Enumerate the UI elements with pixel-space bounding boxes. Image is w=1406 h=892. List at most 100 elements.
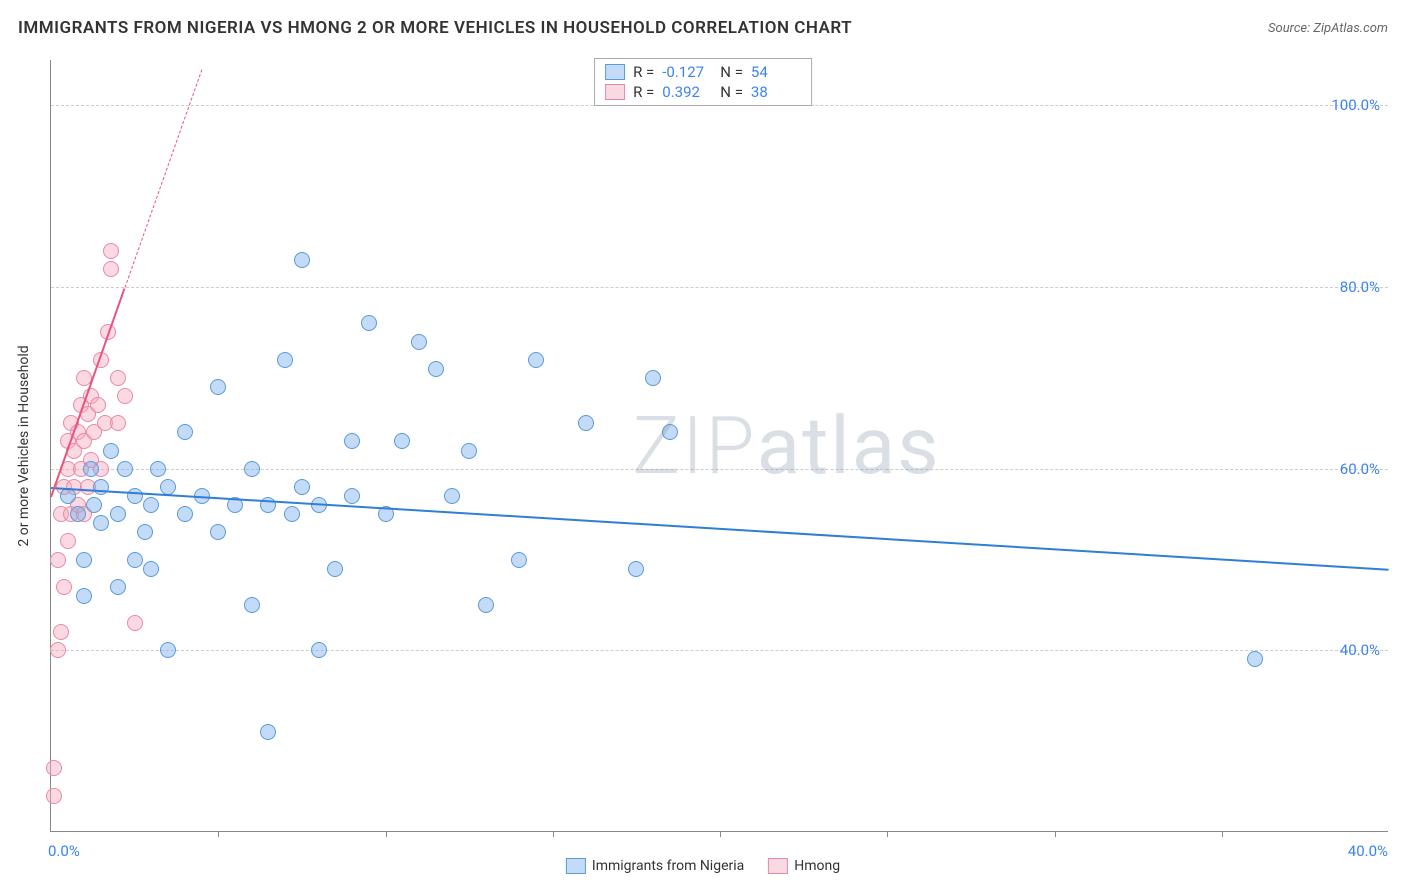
data-point: [260, 724, 276, 740]
gridline: [51, 650, 1388, 651]
legend-row: R = 0.392 N = 38: [605, 83, 801, 101]
data-point: [578, 415, 594, 431]
data-point: [60, 533, 76, 549]
x-tick: [887, 831, 888, 837]
x-tick: [553, 831, 554, 837]
legend-n-label: N =: [720, 83, 743, 101]
data-point: [46, 760, 62, 776]
data-point: [645, 370, 661, 386]
legend-r-value: 0.392: [662, 83, 712, 101]
data-point: [478, 597, 494, 613]
chart-title: IMMIGRANTS FROM NIGERIA VS HMONG 2 OR MO…: [18, 18, 852, 38]
data-point: [1247, 651, 1263, 667]
x-tick: [218, 831, 219, 837]
data-point: [344, 488, 360, 504]
data-point: [83, 461, 99, 477]
data-point: [143, 561, 159, 577]
chart-source: Source: ZipAtlas.com: [1268, 21, 1388, 36]
data-point: [177, 424, 193, 440]
x-tick-label-left: 0.0%: [48, 842, 80, 860]
data-point: [361, 315, 377, 331]
y-axis-label: 2 or more Vehicles in Household: [16, 345, 32, 546]
data-point: [294, 479, 310, 495]
legend-label: Hmong: [794, 858, 840, 874]
legend-n-value: 54: [751, 63, 801, 81]
data-point: [327, 561, 343, 577]
data-point: [662, 424, 678, 440]
data-point: [394, 433, 410, 449]
y-tick-label: 100.0%: [1331, 96, 1380, 114]
chart-plot-area: ZIPatlas 40.0%60.0%80.0%100.0%: [50, 60, 1388, 832]
data-point: [53, 624, 69, 640]
data-point: [70, 506, 86, 522]
data-point: [150, 461, 166, 477]
data-point: [528, 352, 544, 368]
correlation-legend: R = -0.127 N = 54 R = 0.392 N = 38: [594, 58, 812, 106]
data-point: [110, 415, 126, 431]
data-point: [344, 433, 360, 449]
data-point: [210, 379, 226, 395]
y-tick-label: 80.0%: [1340, 278, 1380, 296]
series-legend: Immigrants from Nigeria Hmong: [566, 858, 840, 874]
data-point: [93, 515, 109, 531]
legend-r-label: R =: [633, 83, 654, 101]
data-point: [177, 506, 193, 522]
data-point: [103, 243, 119, 259]
legend-swatch: [605, 84, 625, 100]
data-point: [461, 443, 477, 459]
data-point: [127, 552, 143, 568]
data-point: [511, 552, 527, 568]
data-point: [76, 552, 92, 568]
data-point: [160, 479, 176, 495]
legend-label: Immigrants from Nigeria: [592, 858, 744, 874]
legend-item: Immigrants from Nigeria: [566, 858, 744, 874]
trend-line-extension: [124, 69, 202, 287]
data-point: [50, 552, 66, 568]
data-point: [277, 352, 293, 368]
data-point: [76, 588, 92, 604]
gridline: [51, 287, 1388, 288]
x-tick: [386, 831, 387, 837]
data-point: [127, 615, 143, 631]
data-point: [90, 397, 106, 413]
legend-row: R = -0.127 N = 54: [605, 63, 801, 81]
data-point: [46, 788, 62, 804]
data-point: [444, 488, 460, 504]
data-point: [103, 261, 119, 277]
data-point: [160, 642, 176, 658]
legend-n-value: 38: [751, 83, 801, 101]
data-point: [110, 506, 126, 522]
data-point: [137, 524, 153, 540]
legend-swatch: [605, 64, 625, 80]
data-point: [628, 561, 644, 577]
legend-swatch: [566, 858, 586, 874]
data-point: [294, 252, 310, 268]
data-point: [110, 579, 126, 595]
data-point: [411, 334, 427, 350]
legend-swatch: [768, 858, 788, 874]
trend-line: [51, 487, 1389, 571]
legend-n-label: N =: [720, 63, 743, 81]
data-point: [428, 361, 444, 377]
data-point: [311, 642, 327, 658]
x-tick: [720, 831, 721, 837]
legend-item: Hmong: [768, 858, 840, 874]
data-point: [110, 370, 126, 386]
data-point: [143, 497, 159, 513]
data-point: [50, 642, 66, 658]
y-tick-label: 40.0%: [1340, 641, 1380, 659]
legend-r-label: R =: [633, 63, 654, 81]
data-point: [117, 461, 133, 477]
chart-header: IMMIGRANTS FROM NIGERIA VS HMONG 2 OR MO…: [18, 18, 1388, 38]
data-point: [244, 461, 260, 477]
data-point: [56, 579, 72, 595]
data-point: [86, 497, 102, 513]
data-point: [244, 597, 260, 613]
data-point: [103, 443, 119, 459]
legend-r-value: -0.127: [662, 63, 712, 81]
x-tick: [1222, 831, 1223, 837]
data-point: [210, 524, 226, 540]
x-tick: [1055, 831, 1056, 837]
data-point: [284, 506, 300, 522]
x-tick-label-right: 40.0%: [1348, 842, 1388, 860]
